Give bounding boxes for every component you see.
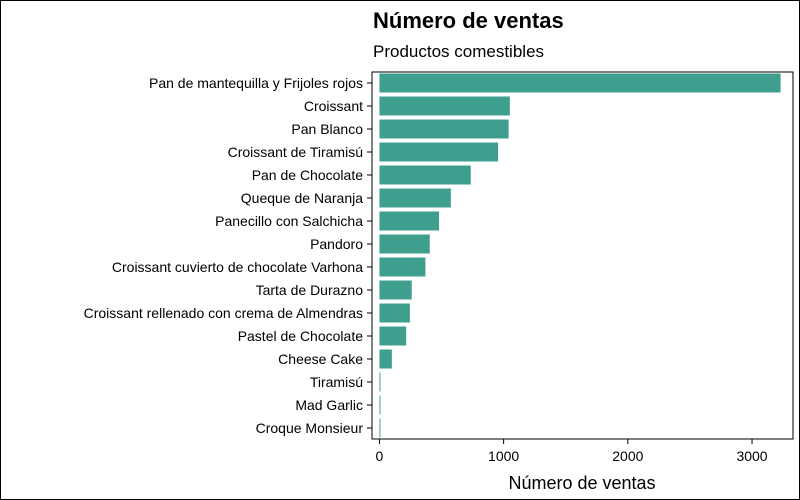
bar bbox=[379, 188, 451, 208]
category-label: Croissant bbox=[304, 98, 363, 114]
bar bbox=[379, 395, 381, 415]
category-label: Pan de Chocolate bbox=[252, 167, 364, 183]
bar bbox=[379, 280, 412, 300]
x-axis: 0 1000 2000 3000 bbox=[376, 439, 768, 464]
x-axis-label: Número de ventas bbox=[508, 473, 655, 493]
category-label: Croissant de Tiramisú bbox=[228, 144, 363, 160]
bar bbox=[379, 73, 781, 93]
bar bbox=[379, 142, 499, 162]
bar bbox=[379, 372, 381, 392]
bar bbox=[379, 257, 426, 277]
bar bbox=[379, 211, 440, 231]
category-label: Croissant cuvierto de chocolate Varhona bbox=[112, 259, 363, 275]
bar bbox=[379, 349, 392, 369]
bar bbox=[379, 326, 407, 346]
plot-area bbox=[371, 71, 794, 440]
category-label: Mad Garlic bbox=[295, 397, 363, 413]
bar bbox=[379, 303, 410, 323]
category-label: Tiramisú bbox=[310, 374, 363, 390]
category-label: Pastel de Chocolate bbox=[238, 328, 364, 344]
bar bbox=[379, 165, 471, 185]
category-label: Croque Monsieur bbox=[256, 420, 364, 436]
bar bbox=[379, 96, 510, 116]
category-label: Panecillo con Salchicha bbox=[215, 213, 363, 229]
category-label: Tarta de Durazno bbox=[256, 282, 364, 298]
x-tick-label: 2000 bbox=[612, 448, 643, 464]
chart-title: Número de ventas bbox=[373, 8, 564, 33]
x-tick-label: 1000 bbox=[488, 448, 519, 464]
category-label: Cheese Cake bbox=[278, 351, 363, 367]
category-label: Croissant rellenado con crema de Almendr… bbox=[84, 305, 363, 321]
chart-subtitle: Productos comestibles bbox=[373, 42, 544, 61]
bar bbox=[379, 234, 430, 254]
bars-group bbox=[379, 73, 781, 438]
category-labels: Pan de mantequilla y Frijoles rojos Crois… bbox=[84, 75, 372, 436]
category-label: Pan de mantequilla y Frijoles rojos bbox=[149, 75, 363, 91]
x-tick-label: 0 bbox=[376, 448, 384, 464]
x-tick-label: 3000 bbox=[736, 448, 767, 464]
bar bbox=[379, 418, 381, 438]
category-label: Pandoro bbox=[310, 236, 363, 252]
category-label: Queque de Naranja bbox=[241, 190, 363, 206]
bar bbox=[379, 119, 509, 139]
category-label: Pan Blanco bbox=[291, 121, 363, 137]
